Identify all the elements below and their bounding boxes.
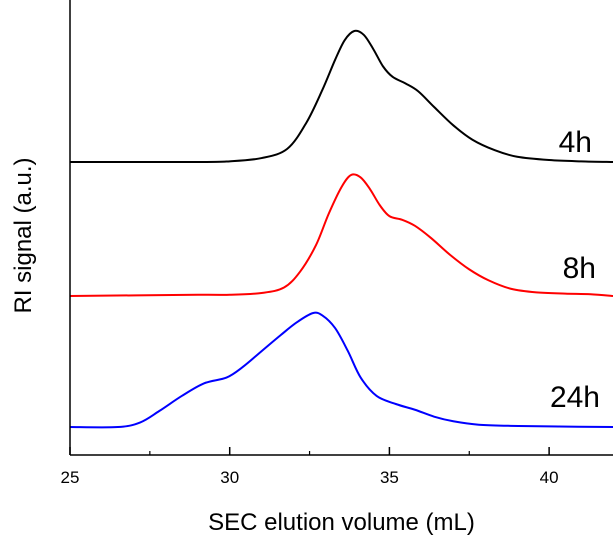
x-tick-label: 25 <box>61 468 80 487</box>
x-ticks-group: 25 30 35 40 <box>61 447 559 487</box>
series-label-24h: 24h <box>550 381 600 414</box>
y-axis-title: RI signal (a.u.) <box>10 157 37 313</box>
series-group <box>69 29 613 429</box>
series-label-8h: 8h <box>563 252 596 285</box>
series-label-4h: 4h <box>559 126 592 159</box>
series-labels-group: 4h 8h 24h <box>550 126 600 414</box>
axes-group <box>69 0 613 456</box>
x-tick-label: 40 <box>540 468 559 487</box>
x-tick-label: 30 <box>220 468 239 487</box>
x-tick-label: 35 <box>380 468 399 487</box>
series-line-24h <box>69 311 613 429</box>
series-line-8h <box>69 173 613 297</box>
series-line-4h <box>69 29 613 164</box>
x-axis-title: SEC elution volume (mL) <box>208 509 475 536</box>
